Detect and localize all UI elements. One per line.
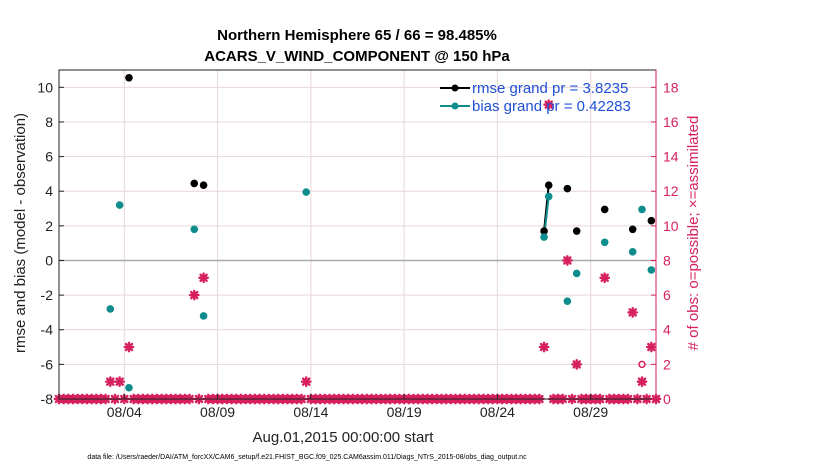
obs-count-marker [104,376,116,388]
footer-data-file: data file: /Users/raeder/DAI/ATM_forcXX/… [87,454,527,461]
y-axis-left: -8 -6 -4 -2 0 2 4 6 8 10 [37,79,64,407]
obs-count-marker-stroke [600,273,609,283]
obs-count-marker-stroke [115,377,124,386]
obs-count-marker [300,376,312,388]
obs-count-marker-stroke [628,308,637,317]
obs-count-marker [538,341,550,353]
plot-frame [58,69,657,400]
y-right-tick-label: 14 [663,149,679,165]
y-tick-label: -8 [41,391,54,407]
legend-rmse-label: rmse grand pr = 3.8235 [472,80,628,97]
chart-title-line2: ACARS_V_WIND_COMPONENT @ 150 hPa [204,48,510,65]
obs-count-marker-stroke [124,342,134,352]
obs-possible-marker [638,360,646,369]
bias-point [302,188,310,196]
y-tick-label: 6 [45,149,53,165]
obs-count-marker [561,255,573,266]
bias-point [540,233,548,241]
y-right-tick-label: 2 [663,356,671,372]
obs-count-marker-stroke [301,377,311,386]
y-axis-label: rmse and bias (model - observation) [12,113,29,353]
x-tick-label: 08/04 [107,404,142,420]
y-tick-label: 0 [45,252,53,268]
grid [59,70,656,400]
obs-count-marker [114,376,126,388]
obs-count-marker-stroke [544,100,553,109]
legend-rmse-marker [451,84,459,92]
obs-count-marker-stroke [190,290,199,300]
bias-point [628,248,637,256]
obs-count-marker-stroke [199,273,208,283]
rmse-point [563,184,572,193]
obs-count-marker-stroke [539,342,549,352]
obs-count-marker [645,341,657,353]
bias-point [544,192,553,201]
y-tick-label: -2 [41,287,54,303]
bias-point [125,383,133,392]
obs-count-marker [188,289,200,301]
bias-point [563,297,572,305]
rmse-point [628,225,637,234]
legend-bias-label: bias grand pr = 0.42283 [472,98,631,115]
x-axis: 08/04 08/09 08/14 08/19 08/24 08/29 [107,394,608,420]
bias-point [199,312,208,320]
obs-count-marker [198,272,209,284]
bias-point [647,266,656,274]
rmse-point [600,205,609,214]
x-axis-label: Aug.01,2015 00:00:00 start [253,429,435,446]
y-tick-label: 8 [45,114,53,130]
obs-count-marker [571,358,583,370]
y-right-tick-label: 12 [663,183,679,199]
obs-count-marker-stroke [563,256,572,265]
bias-point [190,225,199,234]
obs-count-marker [543,99,555,111]
obs-count-marker [599,272,611,284]
x-tick-label: 08/09 [200,404,235,420]
y-right-tick-label: 10 [663,218,679,234]
series-points [106,73,656,392]
rmse-point [125,73,133,82]
legend: rmse grand pr = 3.8235 bias grand pr = 0… [440,80,631,115]
x-tick-label: 08/14 [293,404,328,420]
bias-point [106,305,115,313]
chart-title-line1: Northern Hemisphere 65 / 66 = 98.485% [217,27,497,44]
rmse-point [540,227,548,235]
y-right-tick-label: 0 [663,391,671,407]
obs-count-marker [627,307,639,318]
obs-count-marker-stroke [572,360,581,369]
y-axis-right: 0 2 4 6 8 10 12 14 16 18 [651,70,679,407]
y-right-tick-label: 6 [663,287,671,303]
obs-count-series [53,99,662,405]
rmse-point [544,181,553,189]
bias-point [115,201,124,209]
obs-count-marker-stroke [106,377,115,386]
y-tick-label: 10 [37,79,53,95]
bias-point [600,238,609,247]
y-tick-label: -6 [41,356,54,372]
rmse-point [647,216,656,225]
obs-count-marker-stroke [647,342,656,352]
x-tick-label: 08/24 [480,404,515,420]
obs-count-marker [123,341,135,353]
y-tick-label: 4 [45,183,53,199]
legend-bias-marker [451,102,459,110]
y-right-tick-label: 4 [663,322,671,338]
x-tick-label: 08/19 [387,404,422,420]
x-tick-label: 08/29 [573,404,608,420]
y-tick-label: 2 [45,218,53,234]
rmse-point [572,227,581,235]
y-right-tick-label: 16 [663,114,679,130]
y-axis-label-right: # of obs: o=possible; ×=assimilated [685,116,702,351]
rmse-point [190,179,199,188]
bias-point [638,205,646,214]
y-right-tick-label: 8 [663,252,671,268]
y-right-tick-label: 18 [663,79,679,95]
bias-point [572,269,581,278]
obs-count-marker [636,376,648,388]
obs-count-marker-stroke [637,377,647,386]
y-tick-label: -4 [41,322,54,338]
rmse-point [199,181,208,189]
